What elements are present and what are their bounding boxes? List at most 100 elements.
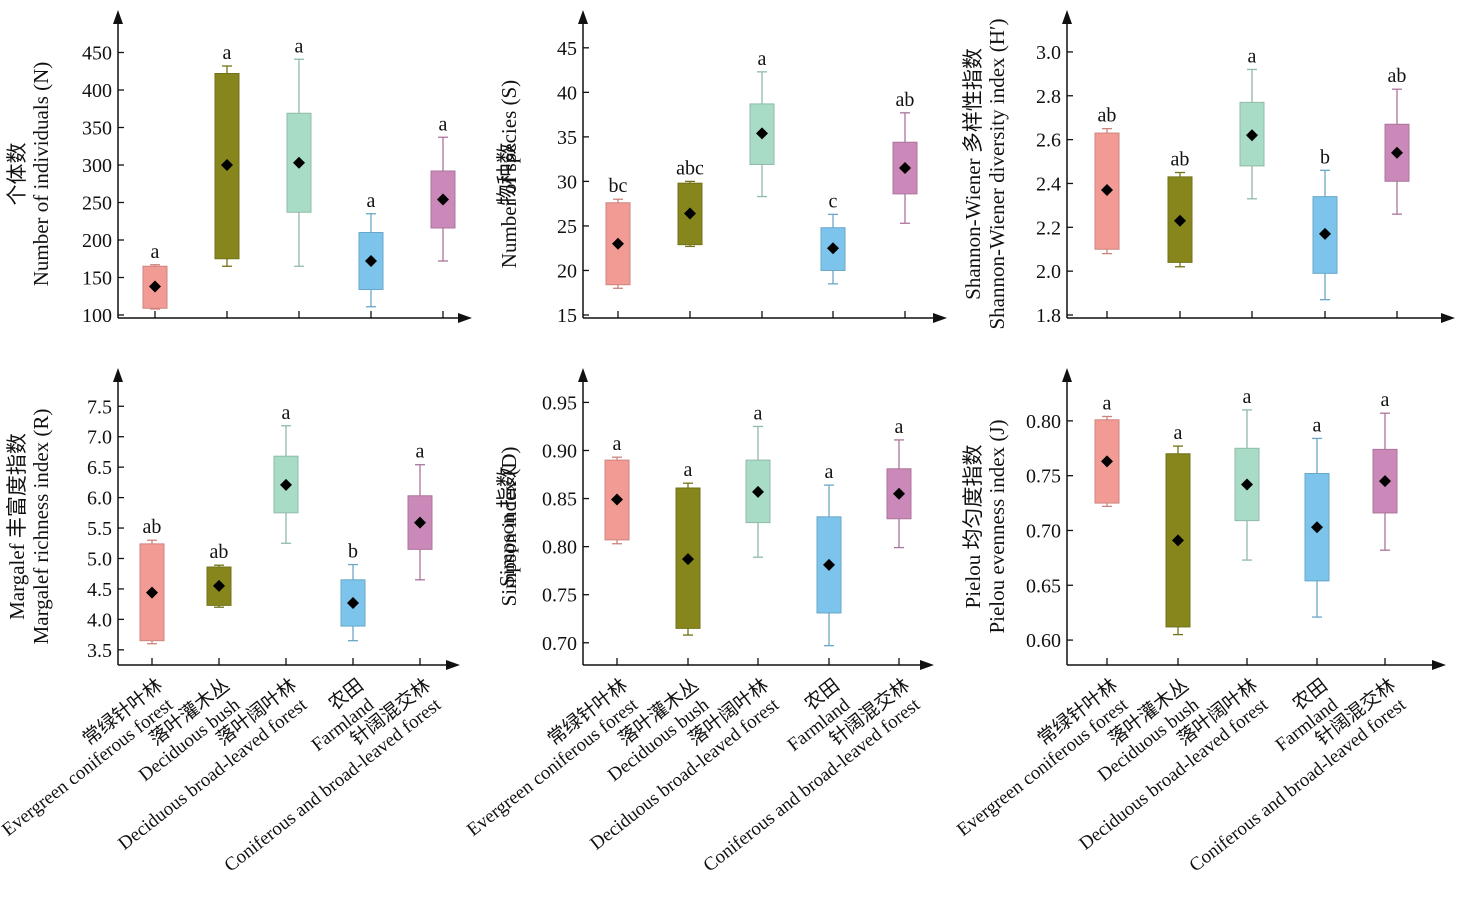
x-axis-arrow xyxy=(920,660,934,670)
y-axis-arrow xyxy=(1062,10,1072,24)
mean-marker xyxy=(1391,146,1403,159)
mean-marker xyxy=(682,553,694,566)
box-1: a xyxy=(214,42,240,318)
significance-label: a xyxy=(754,402,763,424)
x-axis-arrow xyxy=(446,660,460,670)
y-axis-title-cn: Simpson 指数 xyxy=(495,466,519,587)
significance-label: a xyxy=(1313,414,1322,436)
significance-label: ab xyxy=(143,516,162,538)
y-tick-label: 45 xyxy=(557,38,577,60)
y-axis-title-en: Number of species (S) xyxy=(497,80,521,268)
y-tick-label: 2.2 xyxy=(1036,217,1061,239)
significance-label: a xyxy=(684,459,693,481)
box-1: a xyxy=(675,459,701,665)
y-tick-label: 0.70 xyxy=(542,633,577,655)
mean-marker xyxy=(437,193,449,206)
box-3: c xyxy=(820,190,846,318)
y-axis-title-cn: Pielou 均匀度指数 xyxy=(961,445,985,609)
significance-label: a xyxy=(1248,45,1257,67)
x-axis-arrow xyxy=(458,313,472,323)
box-2: a xyxy=(286,35,312,318)
y-tick-label: 0.95 xyxy=(542,392,577,414)
mean-marker xyxy=(756,127,768,140)
y-tick-label: 40 xyxy=(557,82,577,104)
significance-label: a xyxy=(1174,422,1183,444)
y-tick-label: 20 xyxy=(557,260,577,282)
mean-marker xyxy=(293,156,305,169)
y-tick-label: 4.0 xyxy=(87,609,112,631)
box-2: a xyxy=(1234,386,1260,665)
significance-label: c xyxy=(829,190,838,212)
mean-marker xyxy=(1241,478,1253,491)
panel-shannon: 1.8 2.0 2.2 2.4 2.6 2.8 3.0 Shannon-Wiener 多样性指… xyxy=(961,10,1455,330)
significance-label: ab xyxy=(210,541,229,563)
panel-individuals: 100 150 200 250 300 350 400 450 个体数 Number of ind… xyxy=(5,10,472,327)
box-2: a xyxy=(273,402,299,665)
y-tick-label: 5.5 xyxy=(87,518,112,540)
significance-label: ab xyxy=(1388,65,1407,87)
y-tick-label: 6.0 xyxy=(87,488,112,510)
mean-marker xyxy=(611,493,623,506)
y-tick-label: 0.75 xyxy=(542,585,577,607)
mean-marker xyxy=(213,579,225,592)
box-0: a xyxy=(604,433,630,665)
significance-label: ab xyxy=(1098,105,1117,127)
significance-label: a xyxy=(1243,386,1252,408)
y-axis-title-cn: 物种数 xyxy=(495,143,519,206)
mean-marker xyxy=(684,207,696,220)
box-3: a xyxy=(1304,414,1330,665)
box-2: a xyxy=(1239,45,1265,318)
mean-marker xyxy=(221,159,233,171)
y-tick-label: 2.4 xyxy=(1036,173,1061,195)
y-tick-label: 250 xyxy=(82,193,112,215)
y-tick-label: 350 xyxy=(82,118,112,140)
y-tick-label: 2.6 xyxy=(1036,130,1061,152)
mean-marker xyxy=(612,237,624,250)
box-4: a xyxy=(1372,389,1398,665)
mean-marker xyxy=(1101,455,1113,468)
box-2: a xyxy=(749,48,775,318)
y-tick-label: 0.85 xyxy=(542,489,577,511)
significance-label: b xyxy=(348,541,358,563)
y-tick-label: 0.80 xyxy=(542,537,577,559)
mean-marker xyxy=(414,516,426,529)
box-0: a xyxy=(142,241,168,318)
significance-label: a xyxy=(282,402,291,424)
box-3: a xyxy=(816,461,842,665)
y-tick-label: 200 xyxy=(82,230,112,252)
significance-label: b xyxy=(1320,146,1330,168)
significance-label: a xyxy=(758,48,767,70)
mean-marker xyxy=(146,586,158,599)
significance-label: a xyxy=(1381,389,1390,411)
box-4: a xyxy=(430,113,456,318)
y-tick-label: 2.8 xyxy=(1036,86,1061,108)
y-axis-title-en: Number of individuals (N) xyxy=(29,62,53,287)
y-tick-label: 150 xyxy=(82,268,112,290)
x-axis-arrow xyxy=(1432,660,1446,670)
y-tick-label: 0.75 xyxy=(1026,466,1061,488)
mean-marker xyxy=(752,485,764,498)
y-axis-title-cn: Shannon-Wiener 多样性指数 xyxy=(961,48,985,300)
y-tick-label: 3.0 xyxy=(1036,42,1061,64)
y-axis-arrow xyxy=(113,10,123,24)
significance-label: bc xyxy=(609,175,628,197)
y-axis-arrow xyxy=(1062,368,1072,382)
y-tick-label: 0.65 xyxy=(1026,575,1061,597)
box-1: ab xyxy=(1167,149,1193,318)
box-2: a xyxy=(745,402,771,665)
y-tick-label: 7.5 xyxy=(87,396,112,418)
panel-simpson: 0.70 0.75 0.80 0.85 0.90 0.95 Simpson 指数Simpso… xyxy=(463,368,934,876)
mean-marker xyxy=(1379,475,1391,488)
mean-marker xyxy=(1172,534,1184,547)
y-tick-label: 25 xyxy=(557,216,577,238)
y-tick-label: 15 xyxy=(557,305,577,327)
y-axis-arrow xyxy=(578,10,588,24)
mean-marker xyxy=(1174,214,1186,227)
box-0: a xyxy=(1094,392,1120,665)
significance-label: a xyxy=(295,35,304,57)
y-axis-title-en: Shannon-Wiener diversity index (H′) xyxy=(985,18,1009,329)
mean-marker xyxy=(893,487,905,500)
box-4: a xyxy=(886,416,912,665)
